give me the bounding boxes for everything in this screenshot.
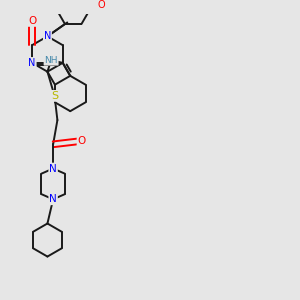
Text: O: O (28, 16, 36, 26)
Text: NH: NH (44, 56, 58, 65)
Text: O: O (98, 0, 106, 10)
Text: N: N (49, 194, 57, 204)
Text: O: O (77, 136, 86, 146)
Text: N: N (49, 164, 57, 173)
Text: N: N (28, 58, 36, 68)
Text: S: S (51, 91, 58, 101)
Text: N: N (44, 31, 51, 41)
